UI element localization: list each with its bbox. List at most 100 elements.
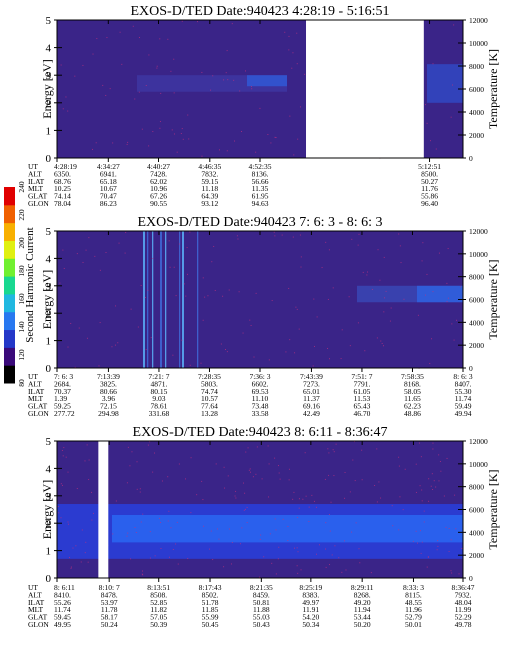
ephemeris-value: 70.47: [100, 192, 117, 201]
noise-speckle: [130, 308, 132, 310]
noise-speckle: [267, 445, 269, 447]
ephemeris-value: 52.29: [455, 613, 472, 622]
ephemeris-value: 51.78: [202, 598, 219, 607]
panel-2: EXOS-D/TED Date:940423 7: 6: 3 - 8: 6: 3…: [28, 215, 500, 418]
y-tick-label: 3: [46, 281, 52, 293]
noise-speckle: [74, 366, 76, 368]
noise-speckle: [423, 510, 425, 512]
noise-speckle: [207, 295, 209, 297]
noise-speckle: [296, 308, 298, 310]
noise-speckle: [364, 350, 366, 352]
noise-speckle: [453, 24, 455, 26]
noise-speckle: [451, 572, 453, 574]
noise-speckle: [294, 352, 296, 354]
noise-speckle: [297, 138, 299, 140]
noise-speckle: [274, 518, 276, 520]
noise-speckle: [371, 288, 373, 290]
ephemeris-value: 49.94: [455, 409, 472, 418]
noise-speckle: [426, 273, 428, 275]
noise-speckle: [275, 529, 277, 531]
ephemeris-value: 33.58: [252, 409, 269, 418]
noise-speckle: [327, 298, 329, 300]
noise-speckle: [458, 573, 460, 575]
noise-speckle: [415, 491, 417, 493]
noise-speckle: [149, 557, 151, 559]
noise-speckle: [67, 521, 69, 523]
ephemeris-value: 67.26: [150, 192, 167, 201]
noise-speckle: [180, 133, 182, 135]
noise-speckle: [288, 287, 290, 289]
noise-speckle: [187, 114, 189, 116]
noise-speckle: [159, 517, 161, 519]
ephemeris-value: 65.43: [354, 402, 371, 411]
noise-speckle: [361, 479, 363, 481]
noise-speckle: [167, 38, 169, 40]
noise-speckle: [341, 329, 343, 331]
noise-speckle: [380, 497, 382, 499]
noise-speckle: [188, 138, 190, 140]
noise-speckle: [354, 480, 356, 482]
noise-speckle: [185, 295, 187, 297]
noise-speckle: [226, 150, 228, 152]
noise-speckle: [353, 441, 355, 443]
noise-speckle: [328, 513, 330, 515]
burst-stripe: [147, 231, 149, 368]
noise-speckle: [67, 110, 69, 112]
y-tick-label: 4: [46, 43, 52, 55]
noise-speckle: [452, 84, 454, 86]
noise-speckle: [287, 540, 289, 542]
noise-speckle: [76, 488, 78, 490]
noise-speckle: [106, 37, 108, 39]
noise-speckle: [78, 327, 80, 329]
noise-speckle: [132, 25, 134, 27]
noise-speckle: [134, 98, 136, 100]
burst-stripe: [143, 231, 145, 368]
noise-speckle: [281, 234, 283, 236]
colorbar-tick-label: 80: [17, 379, 26, 387]
y-tick-label: 3: [46, 70, 52, 82]
ephemeris-value: 56.66: [252, 177, 269, 186]
noise-speckle: [292, 52, 294, 54]
noise-speckle: [325, 566, 327, 568]
noise-speckle: [226, 50, 228, 52]
noise-speckle: [67, 471, 69, 473]
noise-speckle: [447, 248, 449, 250]
noise-speckle: [277, 558, 279, 560]
noise-speckle: [88, 237, 90, 239]
noise-speckle: [432, 63, 434, 65]
noise-speckle: [181, 20, 183, 22]
ephemeris-value: 65.01: [303, 387, 320, 396]
ephemeris-value: 74.74: [201, 387, 218, 396]
noise-speckle: [218, 538, 220, 540]
noise-speckle: [436, 549, 438, 551]
ephemeris-row-label: ALT: [28, 379, 42, 388]
noise-speckle: [68, 557, 70, 559]
noise-speckle: [135, 531, 137, 533]
y2-tick-label: 10000: [469, 460, 488, 469]
ephemeris-value: 10.25: [54, 184, 71, 193]
ephemeris-value: 54.20: [302, 613, 319, 622]
ephemeris-value: 59.25: [54, 402, 71, 411]
ephemeris-value: 50.43: [253, 620, 270, 629]
ephemeris-value: 4:52:35: [249, 162, 272, 171]
ephemeris-row-label: UT: [28, 583, 38, 592]
noise-speckle: [296, 565, 298, 567]
noise-speckle: [210, 89, 212, 91]
noise-speckle: [176, 151, 178, 153]
colorbar-swatch: [4, 329, 15, 348]
ephemeris-value: 7932.: [455, 590, 472, 599]
noise-speckle: [298, 328, 300, 330]
energy-band: [427, 64, 463, 103]
noise-speckle: [351, 238, 353, 240]
burst-stripe: [179, 231, 181, 368]
noise-speckle: [315, 506, 317, 508]
noise-speckle: [344, 471, 346, 473]
noise-speckle: [140, 521, 142, 523]
ephemeris-value: 9.03: [152, 394, 165, 403]
noise-speckle: [259, 576, 261, 578]
ephemeris-value: 8:36:47: [452, 583, 475, 592]
noise-speckle: [189, 231, 191, 233]
noise-speckle: [308, 506, 310, 508]
noise-speckle: [424, 294, 426, 296]
